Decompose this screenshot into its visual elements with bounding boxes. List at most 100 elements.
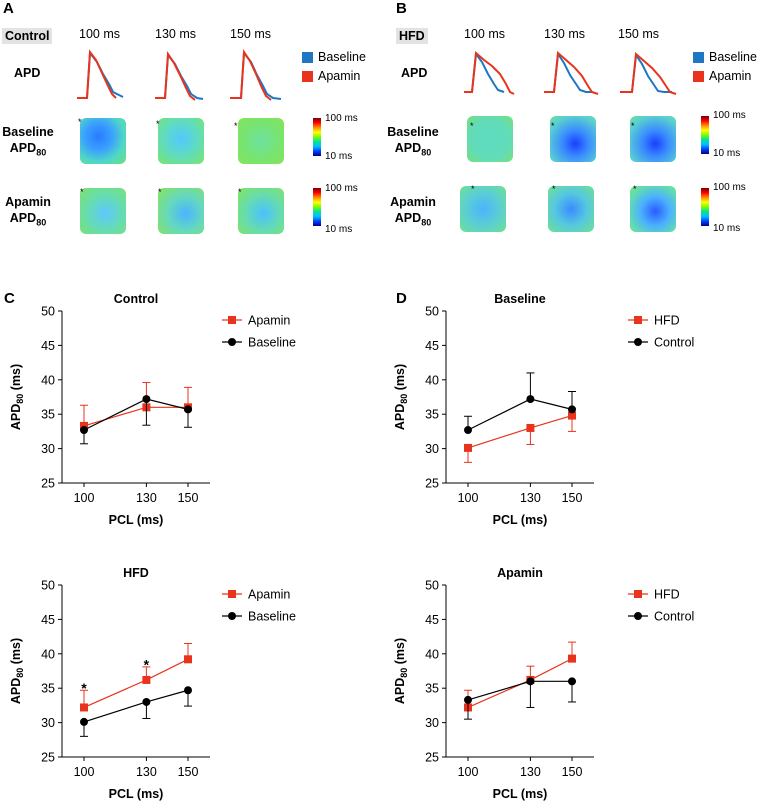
y-axis-label-main: APD (393, 404, 407, 430)
pcl-label-100: 100 ms (464, 27, 505, 41)
legend-marker (634, 612, 642, 620)
row-label-apamin-apd80: Apamin APD80 (0, 194, 56, 231)
colorbar-a-baseline (313, 118, 321, 156)
trace-apamin (544, 50, 599, 95)
trace-apamin (620, 51, 677, 95)
apd-trace-a-150 (230, 48, 282, 101)
series-line (83, 406, 188, 427)
apd-map-b-apamin-130 (548, 186, 594, 232)
data-point (142, 395, 151, 404)
legend-label-baseline: Baseline (318, 50, 366, 64)
data-point (464, 695, 472, 704)
stim-site-star: * (80, 187, 84, 197)
legend-swatch-baseline (302, 51, 313, 63)
stim-site-star: * (238, 187, 242, 197)
colorbar-b-apamin (701, 188, 709, 226)
data-point (80, 703, 88, 712)
series-line (467, 680, 572, 701)
legend-swatch-apamin (693, 70, 704, 82)
series-hfd (464, 411, 576, 463)
y-tick-label: 50 (41, 305, 55, 319)
y-axis-label: APD80 (ms) (9, 364, 25, 430)
stim-site-star: * (234, 121, 238, 131)
trace-apamin (77, 49, 117, 99)
series-line (467, 415, 573, 449)
y-axis-label-sub: 80 (399, 394, 409, 404)
apd-traces-a (77, 48, 282, 101)
row-label-apd-sub: 80 (36, 147, 47, 158)
data-point (80, 426, 88, 435)
apd-map-b-apamin-100 (460, 186, 506, 232)
panel-letter-a: A (3, 0, 14, 17)
series-line (83, 398, 189, 431)
row-label-baseline-apd80: Baseline APD80 (0, 124, 56, 161)
data-point (568, 411, 576, 420)
data-point (526, 395, 535, 404)
legend-label: Control (654, 610, 694, 624)
legend-label: Baseline (248, 610, 296, 624)
legend-marker (634, 590, 642, 598)
group-label-control: Control (2, 28, 53, 44)
colorbar-high-label: 100 ms (713, 110, 746, 121)
series-control (464, 677, 576, 720)
x-tick-label: 130 (520, 765, 541, 779)
colorbar-b-baseline (701, 116, 709, 154)
pcl-label-130: 130 ms (544, 27, 585, 41)
row-label-apd-sub: 80 (36, 217, 47, 228)
stim-site-star: * (471, 184, 475, 194)
chart-c-control: C Control 25 30 35 40 45 50 100 130 150 PCL (ms) APD… (4, 290, 296, 527)
x-tick-label: 150 (562, 765, 583, 779)
data-point (142, 697, 151, 706)
stim-site-star: * (631, 121, 635, 131)
x-tick-label: 150 (562, 491, 583, 505)
row-label-apd-sub: 80 (421, 147, 432, 158)
legend-label: Apamin (248, 588, 290, 602)
row-label-baseline-apd80: Baseline APD80 (384, 124, 442, 161)
x-axis-label: PCL (ms) (109, 787, 164, 801)
y-tick-label: 50 (425, 579, 439, 593)
apd-trace-b-100 (464, 50, 515, 95)
legend-baseline-b: Baseline (693, 50, 757, 64)
row-label-apd-word: APD (9, 141, 37, 155)
y-tick-label: 40 (425, 647, 439, 661)
y-tick-label: 50 (425, 305, 439, 319)
colorbar-high-label: 100 ms (713, 182, 746, 193)
row-label-apd: APD (401, 66, 428, 80)
trace-baseline (230, 50, 282, 100)
y-axis-label-main: APD (9, 404, 23, 430)
data-point (568, 677, 576, 686)
trace-baseline (155, 52, 204, 100)
apd-trace-b-150 (620, 51, 677, 95)
y-axis-label-unit: (ms) (9, 638, 23, 668)
y-tick-label: 35 (41, 682, 55, 696)
legend-label: Apamin (248, 314, 290, 328)
row-label-apd: APD (14, 66, 41, 80)
y-tick-label: 45 (425, 613, 439, 627)
series-apamin (80, 642, 192, 712)
panel-letter: C (4, 290, 15, 307)
y-tick-label: 30 (41, 442, 55, 456)
stim-site-star: * (551, 121, 555, 131)
apd-map-b-baseline-100 (467, 116, 513, 162)
legend-marker (228, 590, 236, 598)
data-point (526, 423, 535, 432)
row-label-apd-word: APD (9, 211, 37, 225)
y-tick-label: 30 (425, 716, 439, 730)
series-line (467, 658, 573, 709)
x-tick-label: 150 (178, 491, 199, 505)
series-line (83, 689, 189, 723)
data-point (142, 675, 151, 684)
y-axis-label-main: APD (9, 678, 23, 704)
series-line (83, 658, 189, 709)
data-point (184, 405, 192, 414)
legend-marker (634, 338, 642, 346)
data-point (80, 421, 88, 430)
series-baseline (80, 395, 192, 445)
trace-apamin (155, 51, 196, 101)
x-tick-label: 100 (458, 765, 479, 779)
colorbar-high-label: 100 ms (325, 183, 358, 194)
x-tick-label: 130 (520, 491, 541, 505)
pcl-label-150: 150 ms (230, 27, 271, 41)
y-tick-label: 25 (41, 751, 55, 765)
legend-label-apamin: Apamin (318, 69, 361, 83)
